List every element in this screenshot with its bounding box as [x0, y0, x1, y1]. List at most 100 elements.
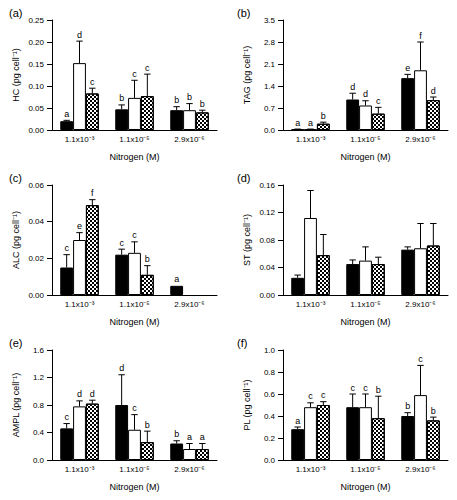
svg-text:1.0: 1.0	[264, 346, 276, 355]
svg-text:Nitrogen (M): Nitrogen (M)	[340, 152, 390, 162]
svg-text:a: a	[174, 274, 179, 284]
svg-text:0.00: 0.00	[28, 291, 44, 300]
svg-text:1.1x10⁻³: 1.1x10⁻³	[296, 300, 326, 309]
svg-text:d: d	[350, 82, 355, 92]
svg-text:1.1x10⁻³: 1.1x10⁻³	[65, 135, 95, 144]
svg-text:(d): (d)	[237, 172, 250, 184]
svg-text:(e): (e)	[9, 337, 22, 349]
svg-text:0.04: 0.04	[259, 263, 275, 272]
svg-text:2.9x10⁻⁶: 2.9x10⁻⁶	[174, 300, 204, 309]
svg-text:0.00: 0.00	[259, 291, 275, 300]
svg-text:c: c	[308, 391, 313, 401]
svg-text:b: b	[405, 401, 410, 411]
svg-text:b: b	[187, 92, 192, 102]
svg-text:0.12: 0.12	[259, 208, 275, 217]
svg-text:0.8: 0.8	[264, 368, 276, 377]
svg-text:ST (pg cell⁻¹): ST (pg cell⁻¹)	[242, 214, 252, 266]
svg-text:0.20: 0.20	[28, 38, 44, 47]
svg-text:c: c	[132, 69, 137, 79]
svg-text:2.9x10⁻⁶: 2.9x10⁻⁶	[174, 465, 204, 474]
svg-text:b: b	[321, 111, 326, 121]
svg-text:c: c	[418, 354, 423, 364]
svg-text:c: c	[363, 383, 368, 393]
svg-text:2.1: 2.1	[264, 60, 276, 69]
svg-text:b: b	[145, 254, 150, 264]
svg-text:TAG (pg cell⁻¹): TAG (pg cell⁻¹)	[242, 46, 252, 104]
svg-text:(b): (b)	[237, 7, 250, 19]
svg-text:c: c	[119, 238, 124, 248]
svg-text:f: f	[91, 188, 94, 198]
svg-text:b: b	[119, 93, 124, 103]
svg-text:0.0: 0.0	[264, 126, 276, 135]
svg-text:1.1x10⁻³: 1.1x10⁻³	[296, 135, 326, 144]
svg-text:2.8: 2.8	[264, 38, 276, 47]
svg-text:Nitrogen (M): Nitrogen (M)	[109, 152, 159, 162]
svg-text:d: d	[431, 86, 436, 96]
svg-text:0.2: 0.2	[264, 434, 276, 443]
svg-text:1.2: 1.2	[33, 373, 45, 382]
svg-text:d: d	[77, 389, 82, 399]
svg-text:Nitrogen (M): Nitrogen (M)	[109, 317, 159, 327]
svg-text:(f): (f)	[237, 337, 247, 349]
svg-text:a: a	[308, 118, 313, 128]
svg-text:0.25: 0.25	[28, 16, 44, 25]
svg-text:1.1x10⁻⁵: 1.1x10⁻⁵	[119, 465, 149, 474]
svg-text:0.4: 0.4	[33, 428, 45, 437]
svg-text:1.1x10⁻³: 1.1x10⁻³	[296, 465, 326, 474]
svg-text:1.1x10⁻³: 1.1x10⁻³	[65, 300, 95, 309]
svg-text:0.02: 0.02	[28, 254, 44, 263]
svg-text:b: b	[174, 429, 179, 439]
svg-text:a: a	[187, 432, 192, 442]
svg-text:AMPL (pg cell⁻¹): AMPL (pg cell⁻¹)	[11, 373, 21, 438]
svg-text:a: a	[200, 432, 205, 442]
svg-text:PL (pg cell⁻¹): PL (pg cell⁻¹)	[242, 379, 252, 430]
svg-text:a: a	[295, 118, 300, 128]
svg-text:0.10: 0.10	[28, 82, 44, 91]
svg-text:0.06: 0.06	[28, 181, 44, 190]
svg-text:0.04: 0.04	[28, 217, 44, 226]
svg-text:1.1x10⁻⁵: 1.1x10⁻⁵	[350, 135, 380, 144]
svg-text:2.9x10⁻⁶: 2.9x10⁻⁶	[174, 135, 204, 144]
svg-text:b: b	[200, 99, 205, 109]
svg-text:1.1x10⁻⁵: 1.1x10⁻⁵	[350, 465, 380, 474]
svg-text:0.4: 0.4	[264, 412, 276, 421]
svg-text:1.1x10⁻³: 1.1x10⁻³	[65, 465, 95, 474]
svg-text:0.15: 0.15	[28, 60, 44, 69]
svg-text:(a): (a)	[9, 7, 22, 19]
svg-text:Nitrogen (M): Nitrogen (M)	[340, 317, 390, 327]
svg-text:(c): (c)	[9, 172, 22, 184]
svg-text:1.1x10⁻⁵: 1.1x10⁻⁵	[119, 300, 149, 309]
svg-text:0.08: 0.08	[259, 236, 275, 245]
svg-text:c: c	[145, 63, 150, 73]
svg-text:3.5: 3.5	[264, 16, 276, 25]
svg-text:d: d	[77, 30, 82, 40]
svg-text:c: c	[90, 77, 95, 87]
svg-text:0.16: 0.16	[259, 181, 275, 190]
svg-text:0.7: 0.7	[264, 104, 276, 113]
svg-text:ALC (pg cell⁻¹): ALC (pg cell⁻¹)	[11, 211, 21, 269]
svg-text:c: c	[132, 403, 137, 413]
svg-text:0.05: 0.05	[28, 104, 44, 113]
svg-text:a: a	[64, 109, 69, 119]
svg-text:c: c	[350, 383, 355, 393]
svg-text:1.6: 1.6	[33, 346, 45, 355]
svg-text:1.4: 1.4	[264, 82, 276, 91]
svg-text:0.0: 0.0	[33, 456, 45, 465]
svg-text:f: f	[419, 31, 422, 41]
svg-text:1.1x10⁻⁵: 1.1x10⁻⁵	[350, 300, 380, 309]
svg-text:0.6: 0.6	[264, 390, 276, 399]
svg-text:e: e	[77, 221, 82, 231]
svg-text:c: c	[64, 243, 69, 253]
svg-text:HC (pg cell⁻¹): HC (pg cell⁻¹)	[11, 48, 21, 102]
svg-text:b: b	[376, 385, 381, 395]
svg-text:2.9x10⁻⁶: 2.9x10⁻⁶	[405, 135, 435, 144]
svg-text:0.00: 0.00	[28, 126, 44, 135]
svg-text:c: c	[64, 412, 69, 422]
svg-text:d: d	[363, 89, 368, 99]
svg-text:c: c	[132, 230, 137, 240]
svg-text:2.9x10⁻⁶: 2.9x10⁻⁶	[405, 300, 435, 309]
svg-text:1.1x10⁻⁵: 1.1x10⁻⁵	[119, 135, 149, 144]
svg-text:e: e	[405, 63, 410, 73]
svg-text:2.9x10⁻⁶: 2.9x10⁻⁶	[405, 465, 435, 474]
svg-text:b: b	[174, 95, 179, 105]
